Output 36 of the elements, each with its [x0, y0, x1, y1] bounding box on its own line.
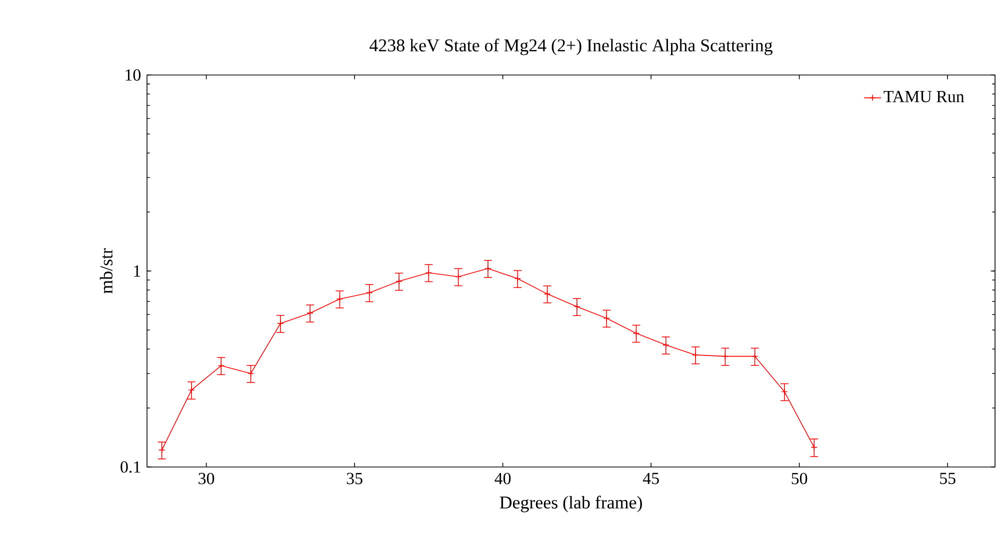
point — [218, 362, 225, 370]
point — [188, 386, 195, 394]
point — [366, 289, 373, 296]
point — [306, 310, 314, 316]
point — [722, 352, 729, 360]
x-tick-label: 40 — [494, 472, 511, 484]
point — [574, 303, 580, 310]
x-axis-title: Degrees (lab frame) — [500, 496, 642, 512]
point — [336, 296, 344, 302]
point — [692, 352, 699, 358]
point — [662, 342, 670, 348]
point — [603, 314, 610, 322]
point — [454, 273, 462, 280]
x-tick-label: 45 — [642, 472, 659, 484]
x-tick-label: 35 — [346, 472, 362, 484]
y-axis-title: mb/str — [100, 248, 112, 294]
legend-label: TAMU Run — [884, 90, 964, 102]
point — [158, 446, 166, 454]
point — [396, 278, 402, 285]
point — [247, 370, 254, 377]
point — [277, 320, 284, 327]
y-tick-label: 1 — [134, 265, 140, 277]
point — [425, 269, 432, 276]
point — [544, 290, 551, 298]
point — [632, 330, 640, 337]
y-tick-label: 10 — [126, 69, 141, 81]
point — [514, 275, 522, 282]
chart-title: 4238 keV State of Mg24 (2+) Inelastic Alpha Scattering — [370, 38, 772, 56]
point — [484, 265, 492, 272]
y-tick-label: 0.1 — [120, 461, 140, 473]
x-tick-label: 30 — [198, 472, 214, 484]
x-tick-label: 55 — [940, 472, 956, 484]
point — [810, 444, 818, 451]
point — [781, 388, 788, 396]
point — [751, 352, 758, 360]
x-tick-label: 50 — [792, 472, 808, 484]
